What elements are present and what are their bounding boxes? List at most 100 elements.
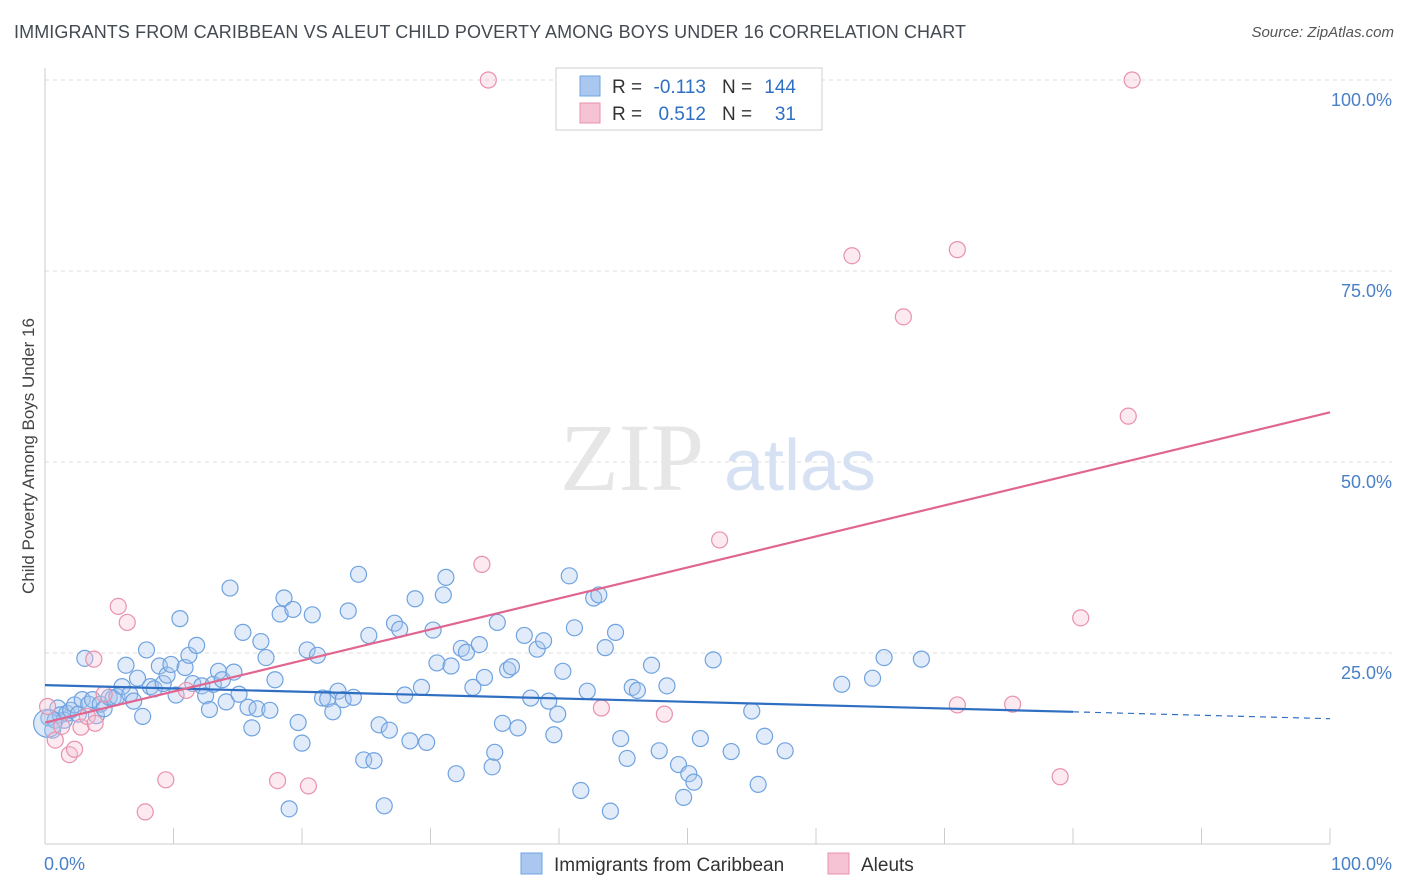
caribbean-point bbox=[833, 675, 851, 693]
caribbean-point bbox=[442, 657, 460, 675]
caribbean-point bbox=[134, 707, 152, 726]
caribbean-point bbox=[434, 586, 452, 604]
caribbean-point bbox=[743, 702, 761, 720]
caribbean-point bbox=[437, 568, 455, 586]
axes: 25.0% 50.0% 75.0% 100.0% 0.0% 100.0% bbox=[44, 68, 1392, 874]
caribbean-point bbox=[406, 590, 424, 608]
caribbean-point bbox=[221, 579, 239, 597]
caribbean-point bbox=[475, 668, 494, 687]
watermark-zip: ZIP bbox=[560, 404, 704, 511]
legend-r-label-2: R = bbox=[612, 104, 642, 125]
caribbean-point bbox=[271, 605, 289, 623]
aleuts-point bbox=[299, 777, 318, 795]
aleuts-point bbox=[65, 740, 84, 758]
aleuts-point bbox=[46, 731, 64, 749]
caribbean-point bbox=[412, 678, 431, 696]
caribbean-point bbox=[344, 688, 362, 706]
caribbean-point bbox=[303, 606, 321, 624]
legend-r-value-2: 0.512 bbox=[658, 104, 706, 125]
series-legend-swatch-aleuts bbox=[827, 852, 850, 875]
legend-n-label-1: N = bbox=[722, 77, 752, 98]
caribbean-point bbox=[370, 716, 388, 734]
aleuts-point bbox=[268, 771, 287, 790]
series-caribbean-points bbox=[32, 565, 930, 820]
aleuts-point bbox=[1072, 609, 1090, 627]
series-legend-label-aleuts: Aleuts bbox=[861, 855, 914, 876]
y-tick-label-75: 75.0% bbox=[1341, 281, 1392, 301]
caribbean-point bbox=[171, 610, 189, 628]
caribbean-point bbox=[863, 669, 882, 687]
y-tick-label-50: 50.0% bbox=[1341, 472, 1392, 492]
caribbean-point bbox=[749, 775, 767, 794]
series-legend-label-caribbean: Immigrants from Caribbean bbox=[554, 855, 784, 876]
caribbean-point bbox=[275, 589, 293, 607]
caribbean-point bbox=[313, 689, 332, 707]
aleuts-point bbox=[1051, 768, 1069, 786]
caribbean-point bbox=[691, 729, 709, 748]
caribbean-point bbox=[565, 619, 584, 637]
aleuts-point bbox=[894, 308, 912, 326]
aleuts-point bbox=[479, 71, 497, 89]
watermark-atlas: atlas bbox=[724, 426, 876, 506]
caribbean-point bbox=[158, 666, 176, 684]
y-tick-label-25: 25.0% bbox=[1341, 663, 1392, 683]
stats-legend: R = -0.113 N = 144 R = 0.512 N = 31 bbox=[555, 67, 823, 131]
aleuts-point bbox=[86, 714, 104, 732]
y-axis-label: Child Poverty Among Boys Under 16 bbox=[19, 318, 38, 594]
aleuts-point bbox=[109, 597, 127, 615]
caribbean-point bbox=[257, 648, 275, 667]
caribbean-point bbox=[642, 656, 661, 674]
aleuts-point bbox=[72, 718, 90, 736]
caribbean-point bbox=[418, 733, 436, 751]
caribbean-point bbox=[623, 678, 641, 696]
series-legend-swatch-caribbean bbox=[520, 852, 543, 875]
caribbean-point bbox=[554, 662, 572, 680]
caribbean-point bbox=[912, 650, 930, 668]
caribbean-point bbox=[365, 752, 383, 770]
caribbean-point bbox=[628, 681, 646, 700]
caribbean-point bbox=[493, 714, 512, 732]
caribbean-point bbox=[755, 727, 774, 745]
caribbean-point bbox=[428, 654, 446, 672]
caribbean-point bbox=[349, 565, 368, 583]
aleuts-point bbox=[473, 555, 491, 573]
caribbean-point bbox=[162, 655, 180, 674]
aleuts-point bbox=[843, 247, 861, 265]
caribbean-point bbox=[534, 632, 553, 650]
legend-n-value-1: 144 bbox=[764, 77, 796, 98]
caribbean-point bbox=[200, 700, 219, 719]
caribbean-point bbox=[261, 701, 279, 719]
caribbean-point bbox=[217, 693, 235, 711]
caribbean-point bbox=[549, 705, 567, 723]
caribbean-point bbox=[515, 626, 533, 645]
x-tick-label-0: 0.0% bbox=[44, 854, 85, 874]
caribbean-point bbox=[334, 691, 352, 709]
caribbean-point bbox=[447, 765, 465, 783]
caribbean-point bbox=[722, 742, 740, 761]
caribbean-point bbox=[137, 641, 156, 659]
aleuts-point bbox=[655, 705, 673, 723]
caribbean-point bbox=[658, 677, 676, 695]
caribbean-point bbox=[289, 713, 307, 732]
aleuts-point bbox=[1123, 71, 1141, 89]
legend-swatch-blue bbox=[579, 75, 601, 97]
caribbean-point bbox=[360, 626, 378, 645]
trend-lines bbox=[44, 411, 1331, 724]
caribbean-point bbox=[612, 729, 630, 748]
aleuts-point bbox=[95, 685, 113, 703]
caribbean-point bbox=[596, 639, 614, 657]
caribbean-point bbox=[339, 602, 357, 620]
caribbean-point bbox=[252, 632, 270, 651]
legend-swatch-pink bbox=[579, 102, 601, 124]
caribbean-point bbox=[776, 742, 794, 760]
caribbean-point bbox=[329, 682, 347, 700]
caribbean-point bbox=[234, 623, 252, 641]
legend-r-value-1: -0.113 bbox=[654, 77, 706, 98]
caribbean-trend-line bbox=[44, 683, 1074, 713]
caribbean-point bbox=[280, 800, 298, 818]
chart-source: Source: ZipAtlas.com bbox=[1251, 24, 1394, 41]
legend-r-label-1: R = bbox=[612, 77, 642, 98]
caribbean-point bbox=[324, 703, 342, 721]
caribbean-point bbox=[486, 743, 504, 761]
